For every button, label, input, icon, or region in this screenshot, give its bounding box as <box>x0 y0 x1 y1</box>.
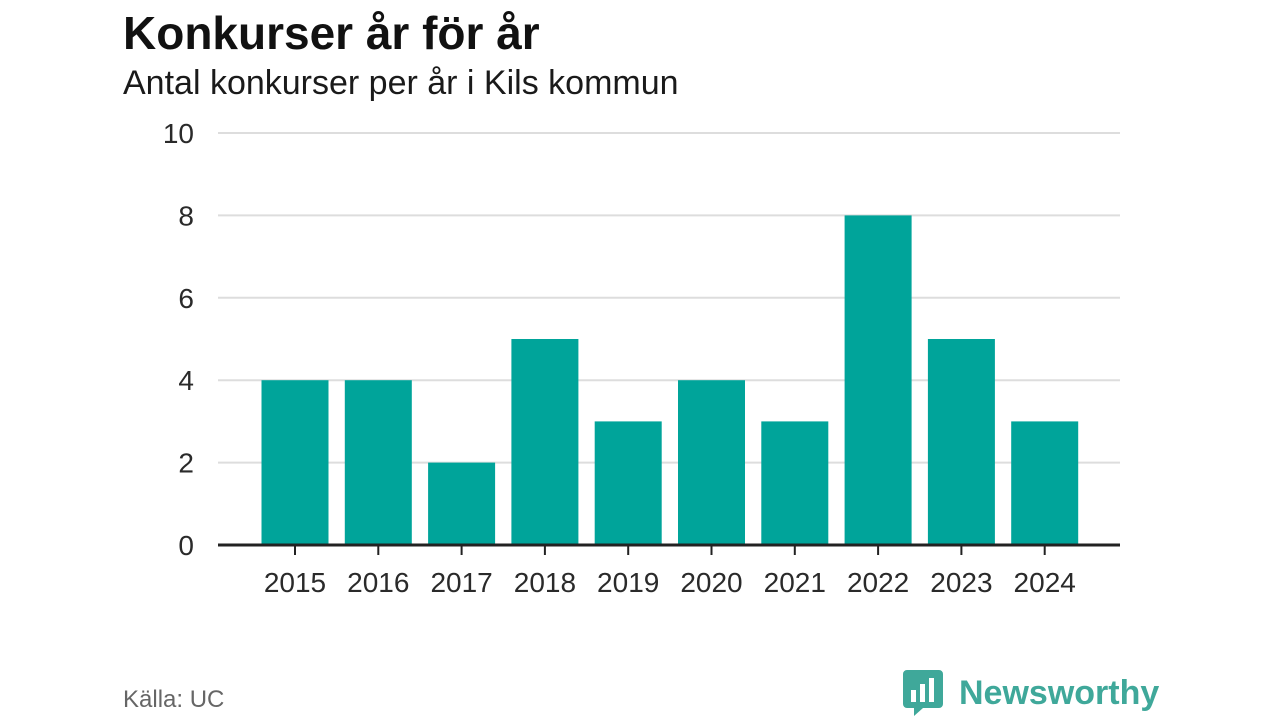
chart-subtitle: Antal konkurser per år i Kils kommun <box>123 64 679 102</box>
bar-2020 <box>678 380 745 545</box>
bar-2017 <box>428 462 496 545</box>
bar-2021 <box>761 421 829 545</box>
bars <box>261 215 1079 545</box>
bar-2022 <box>844 215 912 545</box>
x-tick-label: 2021 <box>764 567 826 598</box>
bar-chart-speech-bubble-icon <box>903 670 943 716</box>
x-tick-label: 2020 <box>680 567 742 598</box>
chart-title: Konkurser år för år <box>123 7 540 59</box>
bar-2023 <box>927 339 995 545</box>
x-tick-label: 2016 <box>347 567 409 598</box>
source-note: Källa: UC <box>123 686 225 713</box>
bar-2016 <box>344 380 412 545</box>
bar-2015 <box>261 380 329 545</box>
y-tick-label: 0 <box>178 530 194 561</box>
y-tick-label: 2 <box>178 448 194 479</box>
tick-labels: 0 2 4 6 8 10 2015 2016 2017 2018 2019 2020 2021 2022 2… <box>163 118 1076 598</box>
y-tick-label: 8 <box>178 200 194 231</box>
x-tick-label: 2023 <box>930 567 992 598</box>
x-tick-label: 2018 <box>514 567 576 598</box>
x-tick-label: 2019 <box>597 567 659 598</box>
brand-name: Newsworthy <box>959 673 1160 712</box>
x-tick-label: 2017 <box>430 567 492 598</box>
axes <box>218 543 1120 555</box>
x-tick-label: 2024 <box>1014 567 1076 598</box>
bar-2019 <box>594 421 662 545</box>
bar-2024 <box>1011 421 1079 545</box>
y-tick-label: 10 <box>163 118 194 149</box>
bar-2018 <box>511 339 579 545</box>
x-tick-label: 2015 <box>264 567 326 598</box>
newsworthy-logo: Newsworthy <box>903 670 1159 716</box>
y-tick-label: 4 <box>178 365 194 396</box>
x-tick-label: 2022 <box>847 567 909 598</box>
y-tick-label: 6 <box>178 283 194 314</box>
